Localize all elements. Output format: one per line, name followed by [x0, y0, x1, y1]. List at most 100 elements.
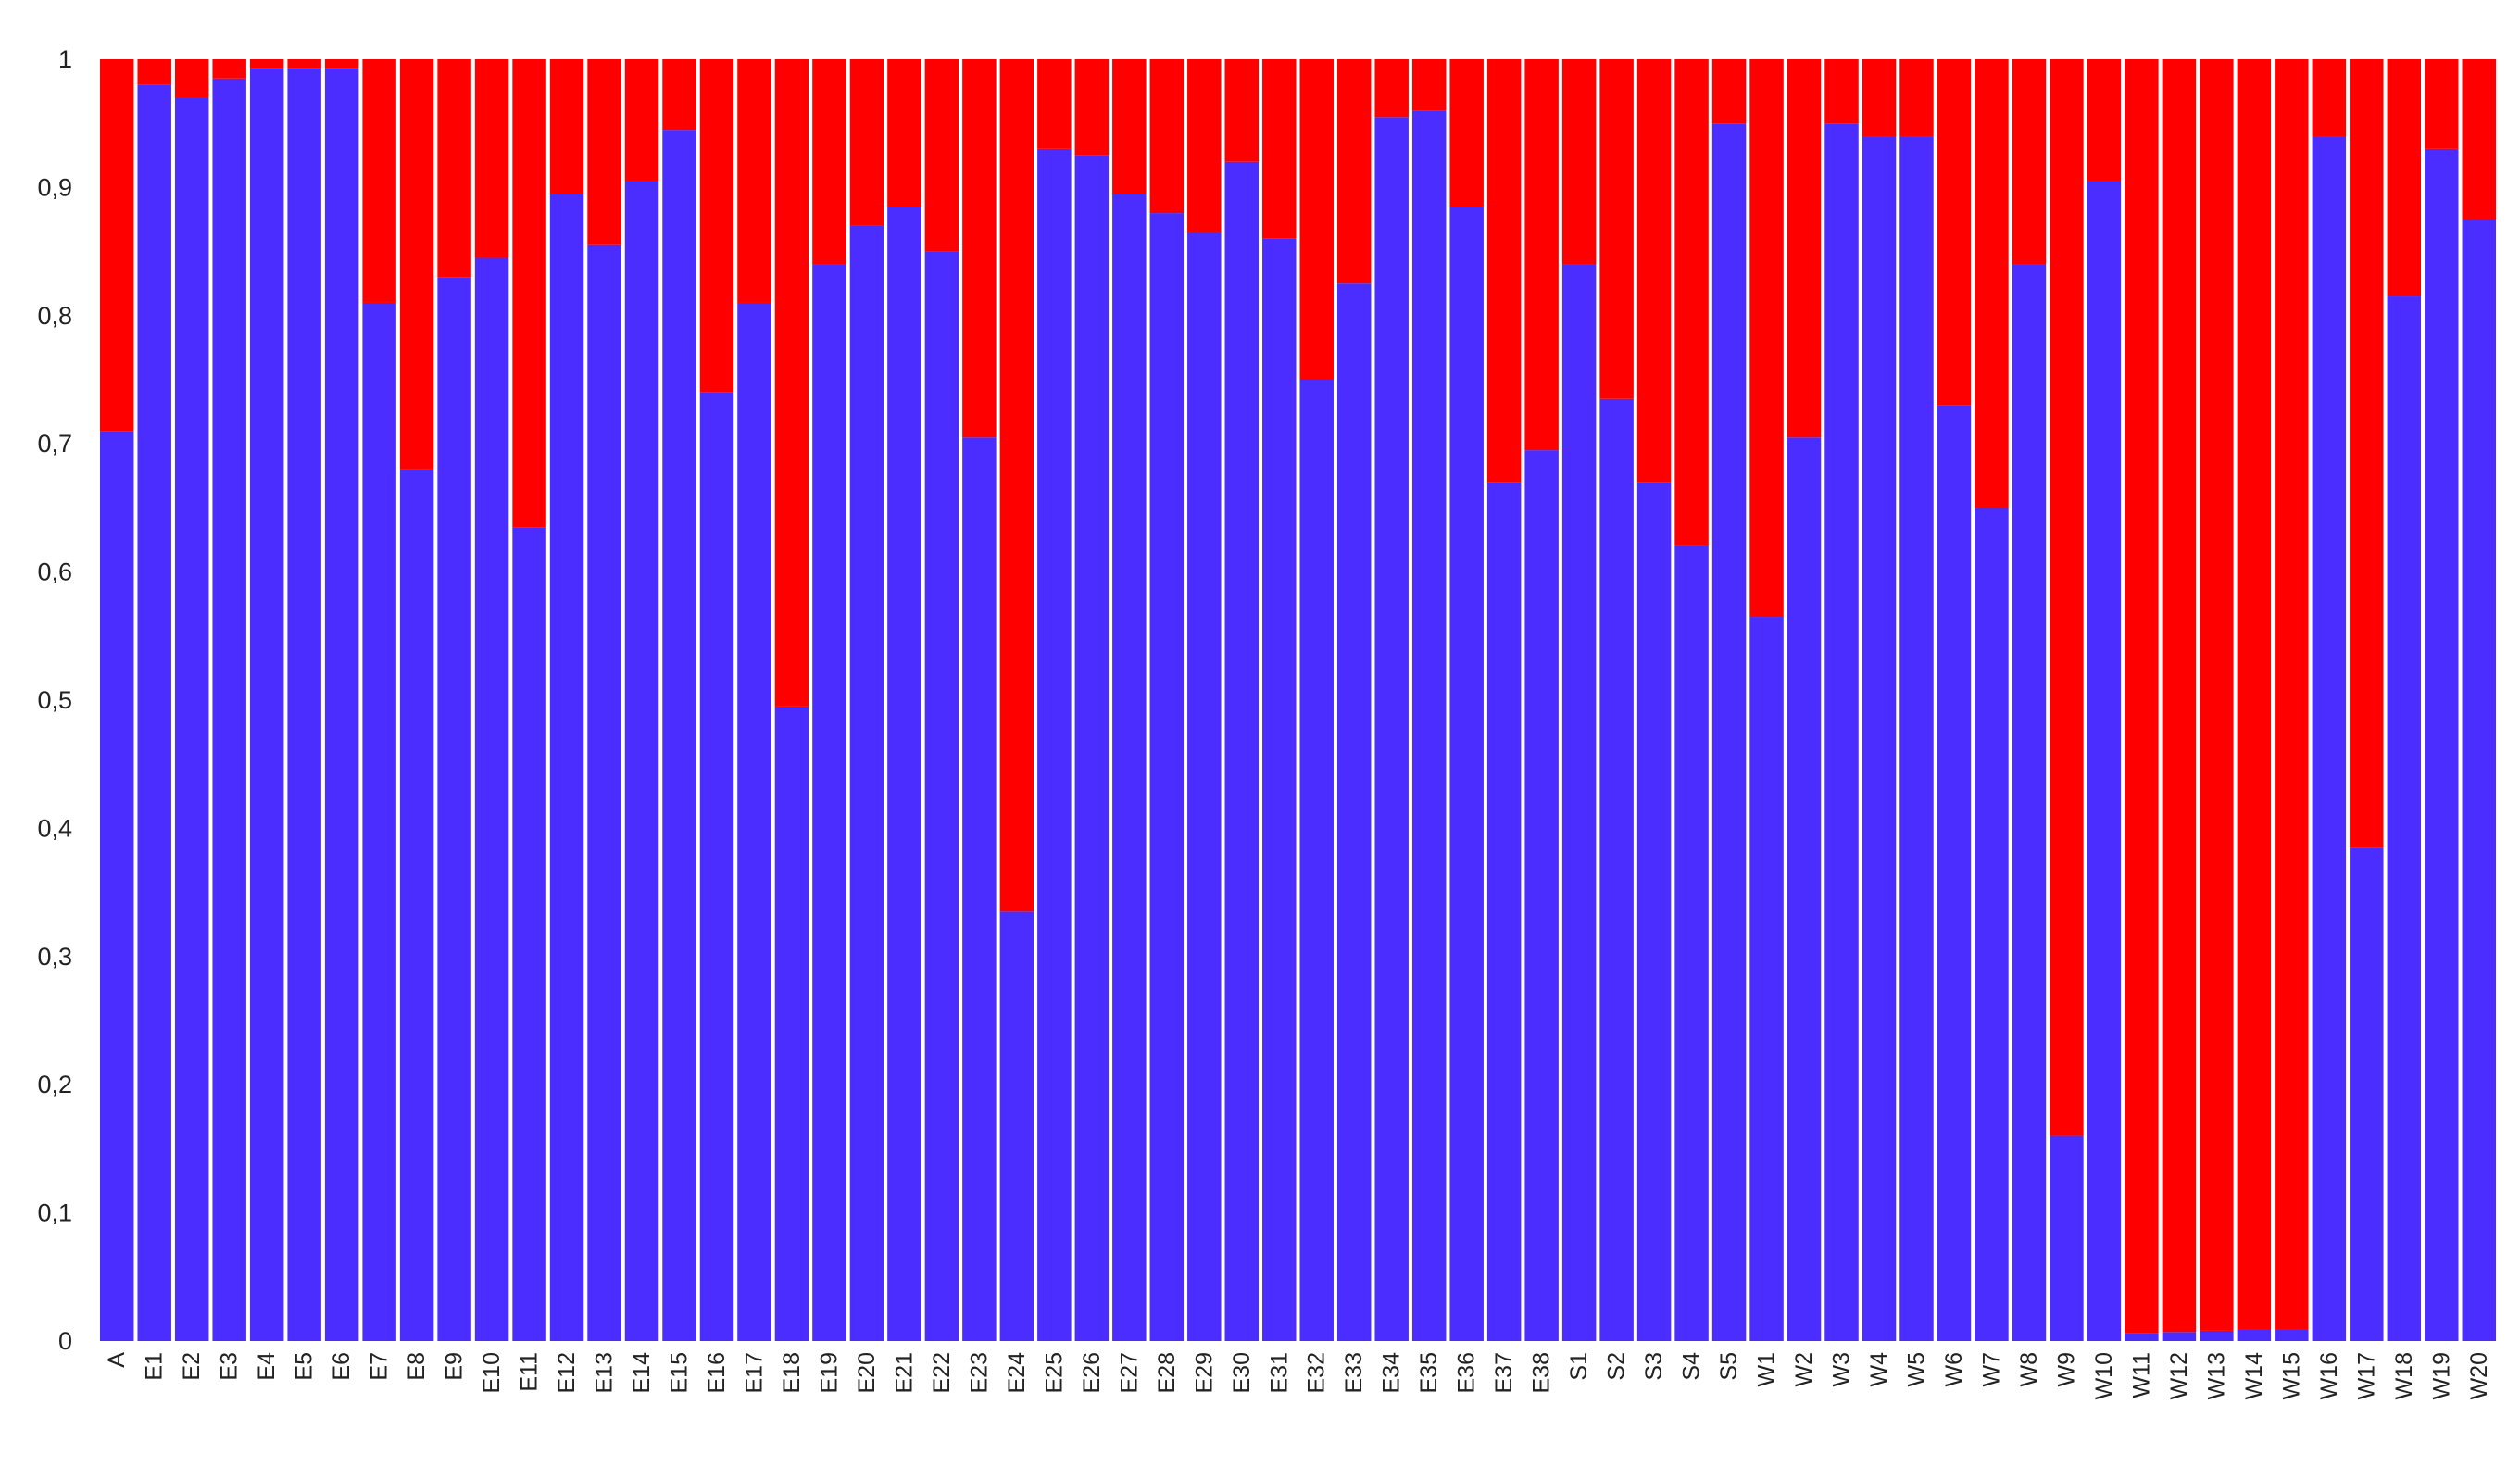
x-category-label: E4: [254, 1352, 280, 1381]
x-category-label: E32: [1304, 1352, 1330, 1393]
x-category-label: E21: [891, 1352, 917, 1393]
bar-segment-E19-s1: [812, 264, 846, 1342]
x-category-label: E28: [1154, 1352, 1180, 1393]
bar-segment-E34-s2: [1374, 59, 1409, 118]
bar-segment-S1-s1: [1561, 264, 1597, 1342]
bar-segment-E37-s2: [1486, 59, 1522, 483]
bar-segment-E18-s2: [774, 59, 809, 707]
bar-segment-E2-s1: [174, 97, 209, 1341]
x-category-label: W3: [1829, 1352, 1855, 1387]
bars-group: [100, 59, 2496, 1342]
bar-segment-E28-s2: [1149, 59, 1185, 214]
bar-segment-E28-s1: [1149, 213, 1185, 1342]
bar-segment-E35-s1: [1411, 110, 1447, 1342]
bar-segment-E6-s2: [324, 59, 359, 69]
y-tick-label: 0,7: [37, 430, 72, 458]
bar-segment-E13-s2: [587, 59, 621, 245]
bar-segment-E12-s1: [549, 194, 584, 1341]
bar-segment-E4-s1: [249, 68, 284, 1342]
bar-segment-W15-s1: [2275, 1329, 2309, 1341]
bar-segment-E31-s1: [1262, 238, 1297, 1341]
bar-segment-W8-s1: [2012, 264, 2047, 1342]
bar-segment-E6-s1: [324, 68, 359, 1342]
bar-segment-E16-s2: [699, 59, 734, 393]
bar-segment-E27-s2: [1112, 59, 1147, 194]
bar-segment-W13-s2: [2200, 59, 2234, 1331]
x-category-label: S2: [1604, 1352, 1630, 1381]
bar-segment-W17-s2: [2350, 59, 2384, 848]
bar-segment-E10-s2: [474, 59, 509, 258]
x-category-label: S1: [1566, 1352, 1592, 1381]
bar-segment-W11-s2: [2125, 59, 2159, 1334]
bar-segment-W19-s2: [2425, 59, 2459, 149]
bar-segment-E4-s2: [249, 59, 284, 69]
bar-segment-E22-s2: [924, 59, 959, 252]
y-tick-label: 0,9: [37, 173, 72, 201]
bar-segment-W13-s1: [2200, 1330, 2234, 1341]
bar-segment-W6-s1: [1937, 405, 1972, 1341]
x-category-label: S5: [1716, 1352, 1742, 1381]
bar-segment-E5-s1: [287, 68, 321, 1342]
bar-segment-W2-s2: [1787, 59, 1822, 438]
bar-segment-E3-s2: [212, 59, 246, 79]
bar-segment-E27-s1: [1112, 194, 1147, 1341]
bar-segment-W20-s2: [2462, 59, 2496, 219]
bar-segment-W19-s1: [2425, 148, 2459, 1341]
bar-segment-E32-s1: [1299, 380, 1334, 1341]
x-category-label: E3: [217, 1352, 243, 1381]
bar-segment-W1-s1: [1749, 617, 1784, 1341]
bar-segment-W16-s1: [2312, 136, 2347, 1341]
x-category-label: W20: [2466, 1352, 2492, 1399]
x-category-label: E12: [554, 1352, 580, 1393]
bar-segment-W14-s1: [2237, 1329, 2272, 1341]
x-category-label: E29: [1191, 1352, 1217, 1393]
x-category-label: W18: [2391, 1352, 2417, 1399]
bar-segment-E26-s2: [1074, 59, 1110, 156]
x-category-label: S4: [1679, 1352, 1705, 1381]
x-category-label: E13: [592, 1352, 618, 1393]
bar-segment-E20-s1: [849, 225, 884, 1341]
bar-segment-E33-s2: [1336, 59, 1372, 284]
bar-segment-W1-s2: [1749, 59, 1784, 618]
bar-segment-E26-s1: [1074, 155, 1110, 1341]
bar-segment-W5-s1: [1899, 136, 1934, 1341]
x-category-label: W16: [2316, 1352, 2342, 1399]
bar-segment-W18-s1: [2387, 296, 2422, 1341]
y-tick-label: 0,5: [37, 686, 72, 714]
bar-segment-S4-s2: [1674, 59, 1709, 546]
x-category-label: E2: [179, 1352, 205, 1381]
bar-segment-E25-s1: [1037, 148, 1072, 1341]
bar-segment-W7-s2: [1975, 59, 2009, 508]
x-category-label: W11: [2128, 1352, 2154, 1398]
bar-segment-S3-s1: [1636, 482, 1672, 1341]
x-category-label: E9: [442, 1352, 468, 1381]
bar-segment-E11-s1: [512, 527, 546, 1341]
y-tick-label: 0,3: [37, 943, 72, 971]
y-tick-label: 0,8: [37, 302, 72, 330]
bar-segment-E9-s1: [437, 277, 471, 1341]
x-category-label: W4: [1866, 1352, 1892, 1387]
bar-segment-S1-s2: [1561, 59, 1597, 265]
x-category-label: E22: [929, 1352, 955, 1393]
bar-segment-E21-s1: [887, 207, 921, 1341]
x-category-label: S3: [1641, 1352, 1667, 1381]
bar-segment-E29-s1: [1187, 232, 1222, 1342]
bar-segment-W15-s2: [2275, 59, 2309, 1330]
bar-segment-S2-s2: [1599, 59, 1634, 399]
x-category-label: W14: [2241, 1352, 2267, 1400]
bar-segment-A-s2: [100, 59, 134, 432]
x-category-label: W2: [1791, 1352, 1817, 1387]
bar-segment-E1-s2: [137, 59, 171, 85]
bar-segment-E23-s1: [962, 437, 997, 1341]
bar-segment-W11-s1: [2125, 1333, 2159, 1341]
x-category-label: E37: [1491, 1352, 1517, 1393]
bar-segment-E7-s2: [362, 59, 396, 303]
x-category-label: E16: [704, 1352, 730, 1393]
x-category-label: E31: [1266, 1352, 1292, 1393]
x-category-label: E24: [1004, 1352, 1030, 1394]
bar-segment-E2-s2: [174, 59, 209, 98]
bar-segment-W18-s2: [2387, 59, 2422, 297]
bar-segment-S3-s2: [1636, 59, 1672, 483]
bar-segment-E18-s1: [774, 706, 809, 1341]
